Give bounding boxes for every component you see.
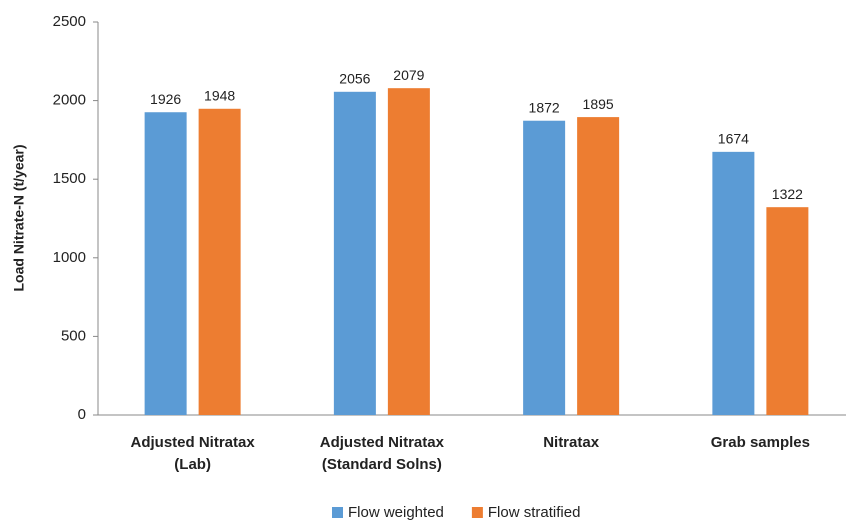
legend-label: Flow stratified — [488, 504, 581, 521]
x-tick-label: Grab samples — [711, 434, 810, 451]
bar — [712, 151, 755, 415]
y-tick-label: 2000 — [53, 92, 86, 109]
x-tick-label: Adjusted Nitratax — [320, 434, 445, 451]
value-label: 2079 — [393, 67, 424, 83]
value-label: 2056 — [339, 70, 370, 86]
y-tick-label: 1000 — [53, 249, 86, 266]
legend-swatch — [471, 507, 483, 518]
legend-swatch — [332, 507, 343, 518]
bar — [333, 91, 376, 415]
y-tick-label: 0 — [78, 406, 86, 423]
x-tick-label: Nitratax — [543, 434, 600, 451]
y-tick-label: 1500 — [53, 170, 86, 187]
value-label: 1926 — [150, 91, 181, 107]
value-label: 1895 — [583, 96, 614, 112]
x-tick-label: Adjusted Nitratax — [131, 434, 256, 451]
y-tick-label: 2500 — [53, 13, 86, 30]
legend-label: Flow weighted — [348, 504, 444, 521]
bar — [766, 207, 809, 415]
x-tick-label: (Lab) — [174, 456, 211, 473]
bar — [523, 120, 566, 415]
value-label: 1322 — [772, 186, 803, 202]
bar — [144, 112, 187, 416]
y-tick-label: 500 — [61, 327, 86, 344]
value-label: 1872 — [529, 99, 560, 115]
value-label: 1674 — [718, 131, 749, 147]
bar — [198, 108, 241, 415]
bar — [387, 88, 430, 415]
y-axis-label: Load Nitrate-N (t/year) — [11, 144, 27, 291]
x-tick-label: (Standard Solns) — [322, 456, 442, 473]
value-label: 1948 — [204, 87, 235, 103]
bar — [577, 117, 620, 415]
